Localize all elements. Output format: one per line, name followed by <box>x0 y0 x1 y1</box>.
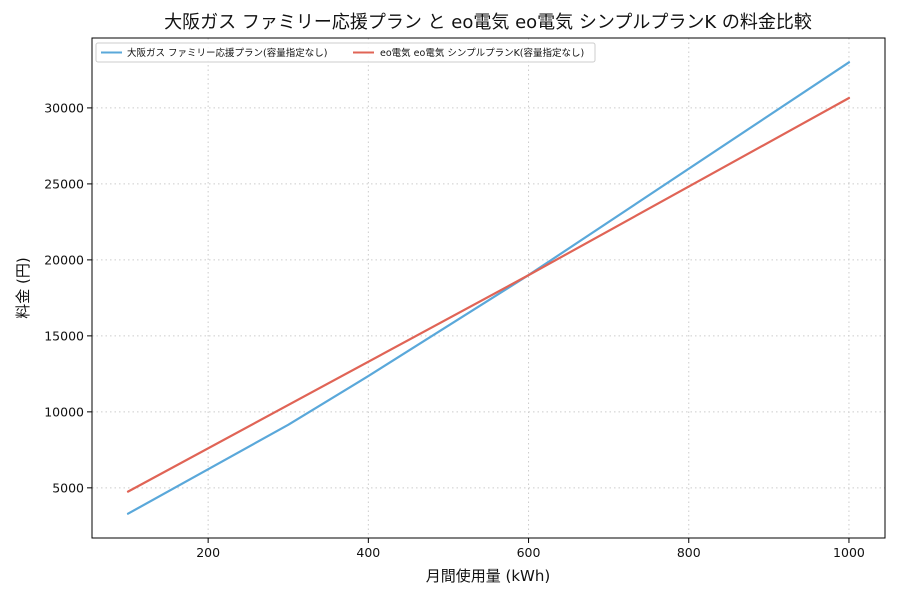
series-line-1 <box>126 61 851 515</box>
series-line-2 <box>126 96 851 493</box>
plot-frame <box>91 37 886 539</box>
y-axis-label: 料金 (円) <box>14 257 32 318</box>
x-tick-label: 400 <box>356 545 380 560</box>
series-lines <box>126 61 851 515</box>
chart-title: 大阪ガス ファミリー応援プラン と eo電気 eo電気 シンプルプランK の料金… <box>164 12 812 33</box>
y-tick-label: 30000 <box>44 100 84 115</box>
axis-ticks: 200 400 600 800 1000 5000 10000 15000 20000 25000… <box>44 100 865 560</box>
legend: 大阪ガス ファミリー応援プラン(容量指定なし) eo電気 eo電気 シンプルプラ… <box>95 42 596 63</box>
legend-label-series-1: 大阪ガス ファミリー応援プラン(容量指定なし) <box>127 47 327 59</box>
x-tick-label: 1000 <box>833 545 865 560</box>
legend-box <box>95 42 596 63</box>
grid <box>92 38 885 538</box>
y-tick-label: 15000 <box>44 328 84 343</box>
x-tick-label: 600 <box>517 545 541 560</box>
legend-label-series-2: eo電気 eo電気 シンプルプランK(容量指定なし) <box>380 47 584 59</box>
y-tick-label: 10000 <box>44 404 84 419</box>
x-tick-label: 200 <box>196 545 220 560</box>
y-tick-label: 5000 <box>52 480 84 495</box>
y-tick-label: 20000 <box>44 252 84 267</box>
x-axis-label: 月間使用量 (kWh) <box>426 567 551 585</box>
y-tick-label: 25000 <box>44 176 84 191</box>
x-tick-label: 800 <box>677 545 701 560</box>
